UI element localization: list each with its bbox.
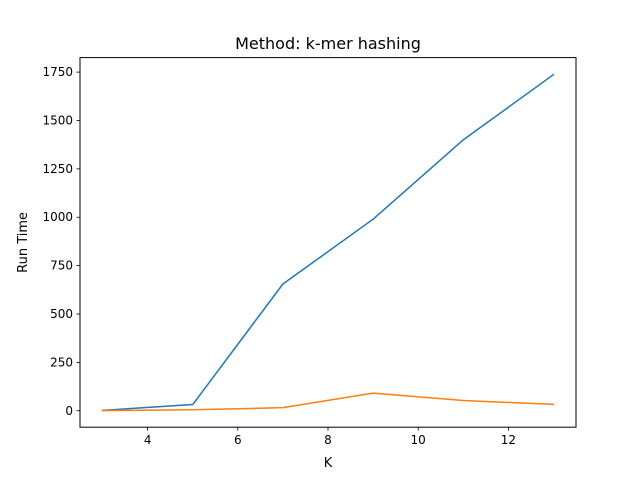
x-tick-label: 8 [324, 433, 332, 447]
y-tick-label: 1000 [42, 210, 73, 224]
x-tick-label: 12 [501, 433, 516, 447]
x-axis-label: K [324, 456, 333, 471]
y-axis-label: Run Time [16, 212, 31, 273]
x-tick-label: 6 [234, 433, 242, 447]
chart-title: Method: k-mer hashing [235, 34, 421, 53]
y-tick-label: 250 [50, 355, 73, 369]
x-axis: 4 6 8 10 12 [144, 427, 516, 447]
y-tick-label: 1750 [42, 65, 73, 79]
x-tick-label: 4 [144, 433, 152, 447]
y-tick-label: 750 [50, 259, 73, 273]
y-tick-label: 0 [65, 404, 73, 418]
y-tick-label: 1250 [42, 162, 73, 176]
y-tick-label: 500 [50, 307, 73, 321]
y-axis: 0 250 500 750 1000 1250 1500 1750 [42, 65, 80, 418]
plot-area [101, 73, 555, 412]
series-1-line [101, 73, 555, 412]
y-tick-label: 1500 [42, 113, 73, 127]
x-tick-label: 10 [411, 433, 426, 447]
series-2-line [101, 392, 555, 412]
